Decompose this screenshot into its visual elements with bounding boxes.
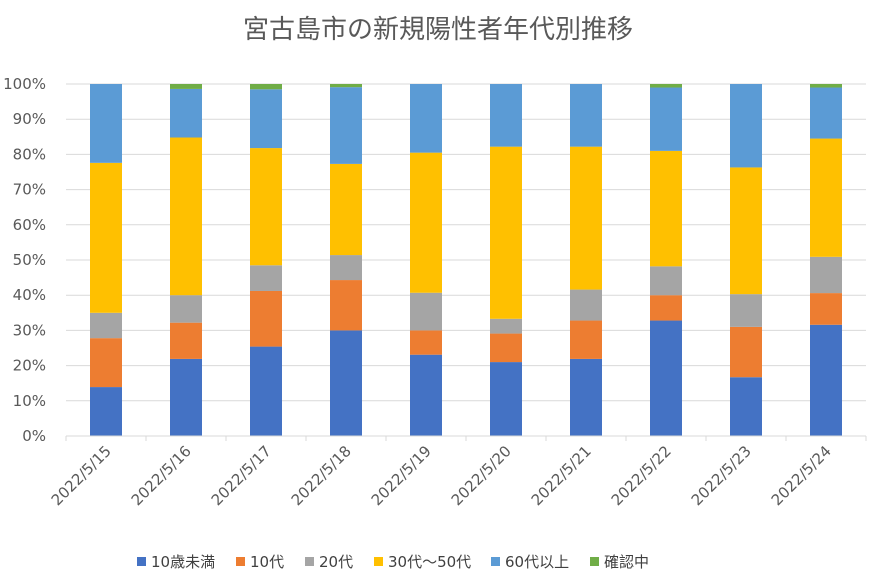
- x-tick-label: 2022/5/22: [608, 442, 675, 509]
- legend-label: 20代: [319, 553, 353, 571]
- bar-segment: [730, 294, 762, 327]
- bar-segment: [250, 346, 282, 436]
- x-tick-label: 2022/5/21: [528, 442, 595, 509]
- x-tick-label: 2022/5/24: [768, 442, 835, 509]
- legend-label: 確認中: [604, 553, 649, 571]
- bar-segment: [650, 295, 682, 321]
- bar-segment: [170, 88, 202, 138]
- bar-segment: [250, 265, 282, 291]
- bar-segment: [490, 333, 522, 363]
- bar-segment: [330, 163, 362, 256]
- bar-segment: [170, 358, 202, 436]
- legend-swatch: [236, 557, 245, 566]
- bar-segment: [490, 318, 522, 334]
- y-tick-label: 90%: [13, 110, 46, 128]
- bar-segment: [170, 84, 202, 89]
- y-axis: 0% 10% 20% 30% 40% 50% 60% 70% 80% 90% 100%: [3, 75, 46, 445]
- bars: [90, 84, 842, 436]
- legend-swatch: [590, 557, 599, 566]
- x-tick-label: 2022/5/17: [208, 442, 275, 509]
- bar-segment: [170, 322, 202, 359]
- x-tick-label: 2022/5/20: [448, 442, 515, 509]
- bar-segment: [650, 84, 682, 88]
- bar-segment: [90, 338, 122, 388]
- legend-swatch: [137, 557, 146, 566]
- legend-label: 10代: [250, 553, 284, 571]
- y-tick-label: 50%: [13, 251, 46, 269]
- x-tick-label: 2022/5/19: [368, 442, 435, 509]
- bar-segment: [90, 387, 122, 436]
- bar-segment: [810, 87, 842, 139]
- bar-segment: [250, 290, 282, 347]
- bar-segment: [330, 87, 362, 164]
- bar-segment: [730, 167, 762, 295]
- bar-segment: [250, 84, 282, 90]
- bar-segment: [490, 84, 522, 147]
- legend-label: 60代以上: [505, 553, 569, 571]
- y-tick-label: 30%: [13, 321, 46, 339]
- x-tick-label: 2022/5/16: [128, 442, 195, 509]
- bar-segment: [810, 256, 842, 294]
- bar-segment: [570, 146, 602, 290]
- bar-segment: [90, 312, 122, 339]
- bar-segment: [650, 87, 682, 151]
- bar-segment: [650, 320, 682, 436]
- bar-segment: [250, 89, 282, 149]
- legend-swatch: [491, 557, 500, 566]
- bar-segment: [410, 152, 442, 293]
- x-tick-label: 2022/5/23: [688, 442, 755, 509]
- x-tick-label: 2022/5/18: [288, 442, 355, 509]
- y-tick-label: 0%: [22, 427, 46, 445]
- bar-segment: [650, 150, 682, 267]
- bar-segment: [330, 84, 362, 88]
- bar-segment: [810, 138, 842, 257]
- y-tick-label: 100%: [3, 75, 46, 93]
- bar-segment: [730, 326, 762, 378]
- bar-segment: [490, 362, 522, 436]
- y-tick-label: 70%: [13, 181, 46, 199]
- bar-segment: [410, 292, 442, 331]
- bar-segment: [250, 148, 282, 266]
- bar-segment: [810, 293, 842, 325]
- legend-label: 10歳未満: [151, 553, 215, 571]
- bar-segment: [810, 324, 842, 436]
- bar-segment: [410, 354, 442, 436]
- bar-segment: [730, 84, 762, 168]
- bar-segment: [730, 377, 762, 436]
- y-tick-label: 40%: [13, 286, 46, 304]
- bar-segment: [410, 330, 442, 355]
- bar-segment: [90, 84, 122, 163]
- bar-segment: [570, 358, 602, 436]
- bar-segment: [170, 137, 202, 296]
- bar-segment: [490, 146, 522, 319]
- y-tick-label: 20%: [13, 357, 46, 375]
- bar-segment: [330, 280, 362, 331]
- chart-title: 宮古島市の新規陽性者年代別推移: [243, 15, 633, 45]
- y-tick-label: 80%: [13, 145, 46, 163]
- bar-segment: [570, 320, 602, 359]
- bar-segment: [810, 84, 842, 88]
- bar-segment: [170, 295, 202, 323]
- y-tick-label: 10%: [13, 392, 46, 410]
- x-axis: 2022/5/15 2022/5/16 2022/5/17 2022/5/18 2022…: [48, 435, 867, 509]
- bar-segment: [570, 289, 602, 321]
- legend-label: 30代～50代: [388, 553, 471, 571]
- bar-segment: [330, 255, 362, 281]
- legend-swatch: [374, 557, 383, 566]
- bar-segment: [570, 84, 602, 147]
- bar-segment: [410, 84, 442, 153]
- bar-segment: [90, 162, 122, 313]
- legend-swatch: [305, 557, 314, 566]
- legend: 10歳未満 10代 20代 30代～50代 60代以上 確認中: [137, 553, 649, 571]
- bar-segment: [650, 266, 682, 296]
- bar-segment: [330, 330, 362, 436]
- x-tick-label: 2022/5/15: [48, 442, 115, 509]
- y-tick-label: 60%: [13, 216, 46, 234]
